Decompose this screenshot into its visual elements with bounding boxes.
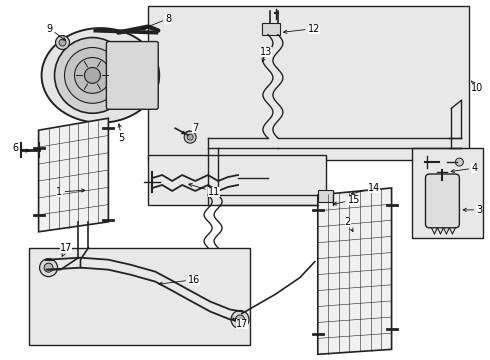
Text: 11: 11 (189, 184, 220, 197)
Circle shape (236, 315, 245, 324)
Text: 7: 7 (182, 123, 198, 134)
Circle shape (84, 67, 100, 84)
Polygon shape (318, 188, 392, 354)
Circle shape (187, 134, 193, 140)
Circle shape (184, 131, 196, 143)
Text: 3: 3 (463, 205, 483, 215)
Text: 13: 13 (260, 48, 272, 62)
Polygon shape (39, 118, 108, 232)
Ellipse shape (42, 28, 159, 123)
Bar (148, 155, 326, 205)
Text: 15: 15 (333, 195, 360, 205)
Text: 9: 9 (47, 24, 66, 40)
Text: 17: 17 (233, 318, 248, 329)
FancyBboxPatch shape (106, 41, 158, 109)
Circle shape (54, 37, 130, 113)
FancyBboxPatch shape (425, 174, 460, 228)
Text: 14: 14 (351, 183, 380, 195)
Circle shape (44, 263, 53, 272)
Circle shape (65, 48, 121, 103)
Text: 5: 5 (118, 124, 124, 143)
Bar (412, 148, 483, 238)
Bar (28, 248, 250, 345)
Bar (148, 6, 469, 160)
Circle shape (455, 158, 464, 166)
Text: 2: 2 (345, 217, 353, 231)
Text: 17: 17 (60, 243, 73, 256)
Bar (262, 23, 280, 35)
Circle shape (231, 310, 249, 328)
Text: 12: 12 (284, 24, 320, 33)
Circle shape (55, 36, 70, 50)
Text: 1: 1 (56, 187, 85, 197)
Text: 8: 8 (142, 14, 172, 30)
Circle shape (74, 58, 110, 93)
Text: 4: 4 (451, 163, 477, 173)
Circle shape (40, 259, 57, 276)
Text: 10: 10 (471, 81, 484, 93)
Text: 16: 16 (159, 275, 200, 285)
Text: 6: 6 (13, 143, 29, 153)
Bar (318, 190, 333, 202)
Circle shape (59, 39, 66, 46)
